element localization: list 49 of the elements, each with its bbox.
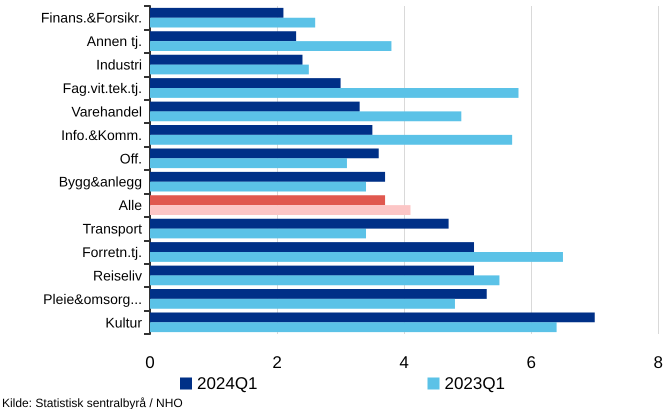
x-tick-label: 2 bbox=[272, 353, 282, 372]
bar bbox=[150, 242, 474, 252]
y-tick-label: Annen tj. bbox=[86, 33, 142, 50]
legend-label: 2024Q1 bbox=[197, 374, 258, 393]
y-tick-label: Info.&Komm. bbox=[61, 126, 142, 143]
bar bbox=[150, 78, 341, 88]
y-tick-label: Forretn.tj. bbox=[82, 244, 142, 260]
y-tick-label: Off. bbox=[120, 150, 142, 166]
bar bbox=[150, 148, 379, 158]
y-tick-label: Reiseliv bbox=[92, 267, 142, 284]
bar bbox=[150, 275, 500, 286]
y-tick-label: Varehandel bbox=[71, 103, 142, 120]
y-tick-label: Alle bbox=[118, 197, 142, 214]
y-tick-label: Kultur bbox=[105, 314, 142, 330]
bar bbox=[150, 41, 392, 51]
bar bbox=[150, 322, 557, 332]
bar bbox=[150, 125, 372, 135]
x-tick-label: 8 bbox=[654, 353, 664, 372]
bar bbox=[150, 158, 347, 168]
bar bbox=[150, 289, 487, 299]
bar bbox=[150, 172, 386, 182]
bar bbox=[150, 18, 316, 28]
y-tick-label: Bygg&anlegg bbox=[58, 174, 142, 190]
x-tick-label: 0 bbox=[145, 353, 155, 372]
x-tick-label: 6 bbox=[526, 353, 536, 372]
x-tick-label: 4 bbox=[399, 353, 409, 372]
bar bbox=[150, 111, 462, 122]
bar bbox=[150, 64, 309, 74]
bar bbox=[150, 54, 302, 65]
bar bbox=[150, 102, 360, 112]
bar bbox=[150, 134, 512, 145]
bar bbox=[150, 182, 366, 192]
y-tick-label: Transport bbox=[82, 220, 142, 237]
bar bbox=[150, 218, 449, 229]
bar bbox=[150, 88, 518, 98]
y-tick-label: Industri bbox=[96, 56, 142, 73]
bar bbox=[150, 228, 366, 238]
bar bbox=[150, 31, 296, 42]
y-tick-label: Fag.vit.tek.tj. bbox=[62, 80, 142, 96]
bar bbox=[150, 312, 595, 322]
bar bbox=[150, 252, 563, 262]
bar bbox=[150, 8, 284, 18]
bar bbox=[150, 298, 455, 309]
bar bbox=[150, 266, 474, 276]
bar bbox=[150, 205, 410, 215]
legend-label: 2023Q1 bbox=[444, 374, 505, 393]
bar bbox=[150, 195, 386, 206]
y-tick-label: Pleie&omsorg... bbox=[43, 290, 142, 307]
y-tick-label: Finans.&Forsikr. bbox=[40, 10, 142, 26]
